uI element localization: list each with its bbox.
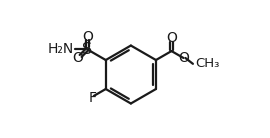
Text: CH₃: CH₃ <box>195 57 220 70</box>
Text: H₂N: H₂N <box>47 42 73 56</box>
Text: F: F <box>89 91 97 105</box>
Text: S: S <box>82 42 92 57</box>
Text: O: O <box>72 51 83 65</box>
Text: O: O <box>82 30 93 43</box>
Text: O: O <box>178 51 189 65</box>
Text: O: O <box>166 31 177 45</box>
